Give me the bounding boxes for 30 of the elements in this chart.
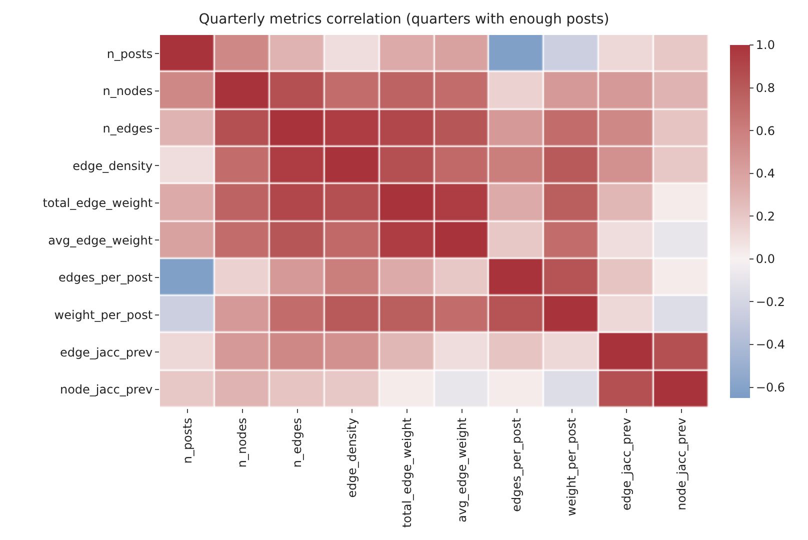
x-tick-label: edges_per_post (510, 418, 524, 512)
color-bar-label: 0.2 (756, 209, 775, 224)
color-bar-label: 1.0 (756, 38, 775, 52)
x-tick-label: edge_jacc_prev (620, 418, 634, 510)
color-bar-label: −0.2 (756, 294, 786, 309)
y-tick-label: node_jacc_prev (60, 382, 153, 397)
color-bar-label: −0.6 (756, 380, 786, 394)
y-tick-label: n_posts (106, 46, 153, 61)
x-tick-label: node_jacc_prev (674, 418, 688, 510)
x-tick-label: avg_edge_weight (454, 418, 469, 522)
x-tick-label: n_posts (180, 418, 194, 464)
x-tick-label: total_edge_weight (400, 418, 414, 528)
y-tick-label: total_edge_weight (42, 196, 153, 210)
x-tick-label: n_edges (290, 418, 304, 468)
color-bar-label: 0.6 (756, 124, 775, 138)
y-tick-label: edge_density (72, 158, 153, 173)
chart-title: Quarterly metrics correlation (quarters with enough posts) (198, 11, 610, 28)
color-bar-label: 0.8 (756, 80, 775, 95)
y-tick-label: edges_per_post (58, 270, 153, 285)
y-tick-label: n_edges (102, 121, 153, 136)
x-tick-label: n_nodes (235, 418, 250, 468)
x-tick-label: weight_per_post (564, 418, 579, 516)
y-tick-label: n_nodes (102, 84, 153, 98)
y-tick-label: avg_edge_weight (48, 233, 153, 248)
color-bar-label: −0.4 (756, 338, 786, 352)
y-tick-label: weight_per_post (54, 308, 153, 322)
x-tick-label: edge_density (345, 418, 360, 498)
color-bar-label: 0.0 (756, 252, 775, 266)
color-bar-label: 0.4 (756, 166, 775, 181)
y-tick-label: edge_jacc_prev (60, 345, 153, 360)
